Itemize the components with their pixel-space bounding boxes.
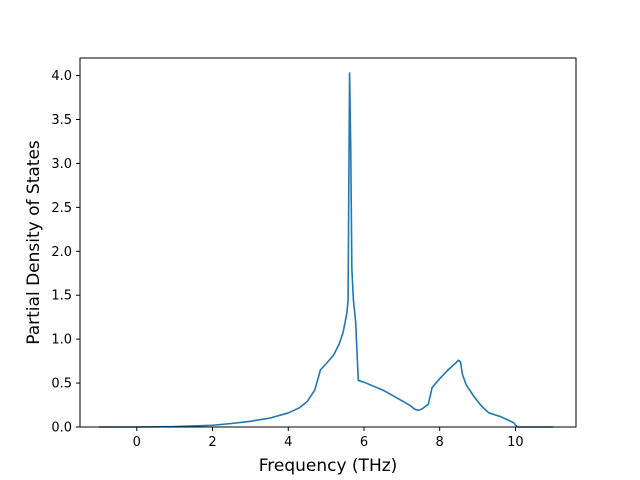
y-tick-label: 3.0 <box>51 157 72 172</box>
y-tick-label: 1.5 <box>51 289 72 304</box>
x-tick-label: 4 <box>284 435 292 450</box>
x-axis-label: Frequency (THz) <box>259 456 398 476</box>
y-axis-label: Partial Density of States <box>24 140 44 345</box>
y-tick-label: 2.0 <box>51 245 72 260</box>
y-tick-label: 0.5 <box>51 377 72 392</box>
x-tick-label: 2 <box>208 435 216 450</box>
x-tick-label: 10 <box>507 435 524 450</box>
x-axis-ticks: 0 2 4 6 8 10 <box>133 427 524 450</box>
x-tick-label: 6 <box>360 435 368 450</box>
y-axis-ticks: 0.0 0.5 1.0 1.5 2.0 2.5 3.0 3.5 4.0 <box>51 69 80 436</box>
plot-area-frame <box>79 57 577 428</box>
y-tick-label: 1.0 <box>51 333 72 348</box>
x-tick-label: 0 <box>133 435 141 450</box>
y-tick-label: 0.0 <box>51 421 72 436</box>
y-tick-label: 2.5 <box>51 201 72 216</box>
y-tick-label: 4.0 <box>51 69 72 84</box>
series-line-pdos <box>98 72 554 428</box>
x-tick-label: 8 <box>436 435 444 450</box>
y-tick-label: 3.5 <box>51 113 72 128</box>
